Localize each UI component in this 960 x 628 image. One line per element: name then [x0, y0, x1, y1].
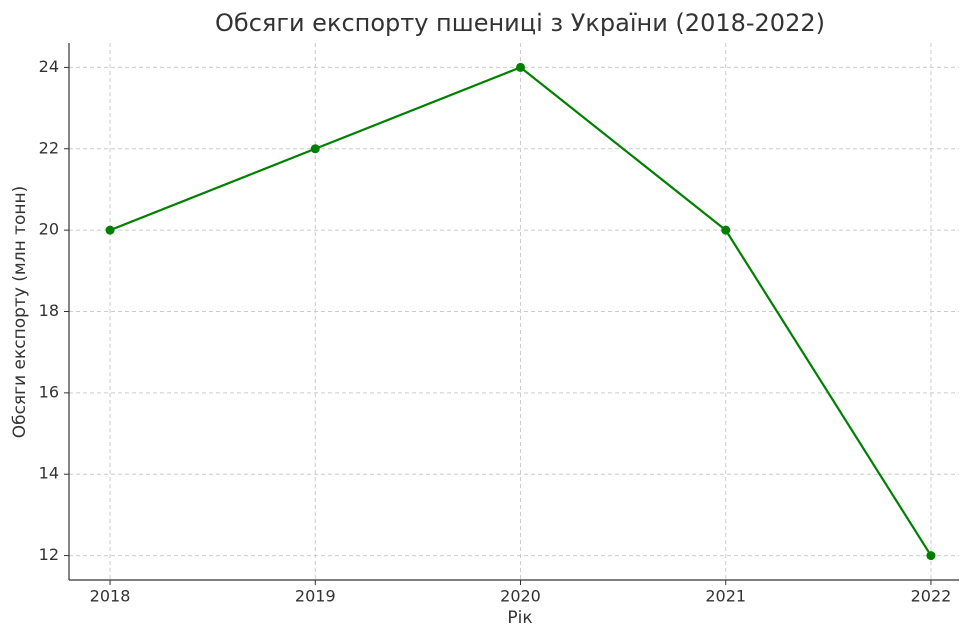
y-axis-label: Обсяги експорту (млн тонн): [10, 186, 30, 439]
x-axis-label: Рік: [507, 608, 532, 628]
x-tick-label: 2021: [705, 587, 746, 606]
y-tick-label: 12: [39, 545, 59, 564]
data-point: [926, 551, 936, 561]
data-point: [310, 144, 320, 154]
x-tick-label: 2019: [295, 587, 336, 606]
y-tick-label: 14: [39, 464, 59, 483]
y-tick-label: 20: [39, 220, 59, 239]
data-point: [105, 225, 115, 235]
y-tick-label: 18: [39, 301, 59, 320]
data-point: [721, 225, 731, 235]
y-tick-label: 24: [39, 57, 59, 76]
x-tick-label: 2020: [500, 587, 541, 606]
x-tick-label: 2022: [911, 587, 952, 606]
data-point: [516, 62, 525, 72]
chart-title: Обсяги експорту пшениці з України (2018-…: [215, 9, 825, 37]
y-tick-label: 16: [39, 382, 59, 401]
y-tick-label: 22: [39, 138, 59, 157]
x-tick-label: 2018: [90, 587, 131, 606]
